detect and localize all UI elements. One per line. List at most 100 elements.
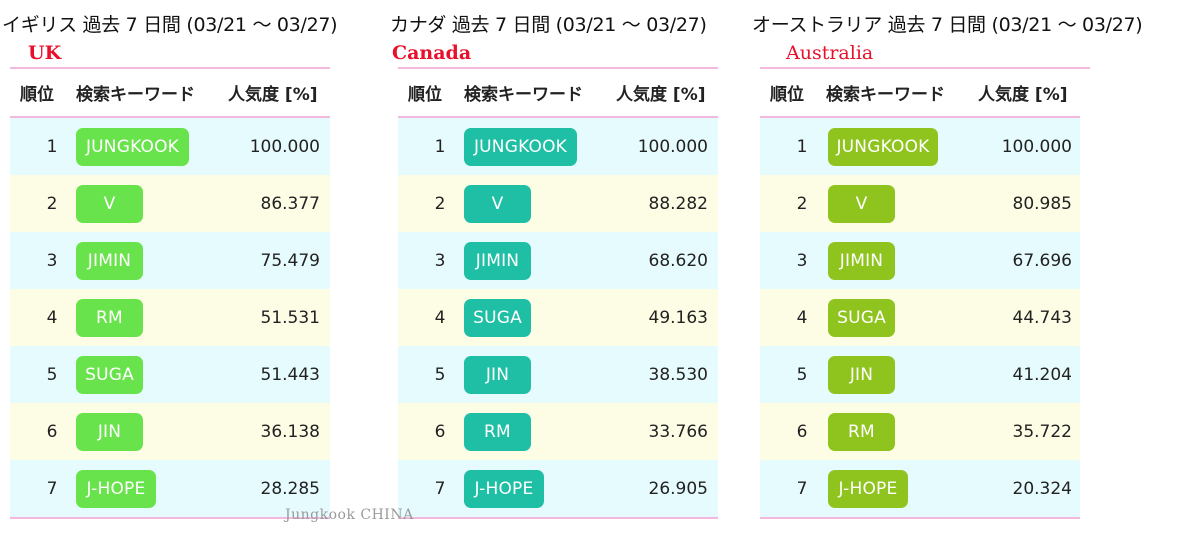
rank-cell: 5 — [434, 364, 446, 385]
popularity-cell: 44.743 — [1012, 307, 1072, 328]
table-bottom-rule — [760, 517, 1080, 519]
header-bottom-rule — [398, 116, 718, 118]
popularity-cell: 49.163 — [648, 307, 708, 328]
keyword-chip: SUGA — [464, 298, 531, 337]
panel-title: カナダ 過去 7 日間 (03/21 〜 03/27) — [390, 14, 707, 36]
ranking-table: 1 JUNGKOOK 100.000 2 V 88.282 3 JIMIN 68… — [398, 118, 718, 517]
keyword-chip: JIN — [76, 412, 143, 451]
keyword-chip: RM — [828, 412, 895, 451]
rank-cell: 6 — [46, 421, 58, 442]
popularity-cell: 75.479 — [260, 250, 320, 271]
table-row: 6 RM 35.722 — [760, 403, 1080, 460]
rank-cell: 7 — [46, 478, 58, 499]
header-popularity: 人気度 [%] — [978, 84, 1068, 105]
table-header: 順位 検索キーワード 人気度 [%] — [760, 72, 1080, 112]
table-row: 7 J-HOPE 28.285 — [10, 460, 330, 517]
header-rank: 順位 — [770, 84, 804, 105]
header-top-rule — [10, 67, 330, 69]
table-row: 2 V 80.985 — [760, 175, 1080, 232]
rank-cell: 4 — [46, 307, 58, 328]
table-header: 順位 検索キーワード 人気度 [%] — [10, 72, 330, 112]
popularity-cell: 51.531 — [260, 307, 320, 328]
ranking-table: 1 JUNGKOOK 100.000 2 V 86.377 3 JIMIN 75… — [10, 118, 330, 517]
header-keyword: 検索キーワード — [464, 84, 583, 105]
table-row: 7 J-HOPE 20.324 — [760, 460, 1080, 517]
rank-cell: 6 — [796, 421, 808, 442]
header-bottom-rule — [10, 116, 330, 118]
panel-title: オーストラリア 過去 7 日間 (03/21 〜 03/27) — [752, 14, 1143, 36]
rank-cell: 6 — [434, 421, 446, 442]
rank-cell: 3 — [46, 250, 58, 271]
popularity-cell: 100.000 — [1001, 136, 1072, 157]
header-popularity: 人気度 [%] — [228, 84, 318, 105]
table-row: 6 RM 33.766 — [398, 403, 718, 460]
table-row: 1 JUNGKOOK 100.000 — [10, 118, 330, 175]
table-row: 4 RM 51.531 — [10, 289, 330, 346]
table-bottom-rule — [398, 517, 718, 519]
keyword-chip: V — [828, 184, 895, 223]
keyword-chip: JIN — [464, 355, 531, 394]
rank-cell: 3 — [434, 250, 446, 271]
table-row: 2 V 86.377 — [10, 175, 330, 232]
popularity-cell: 80.985 — [1012, 193, 1072, 214]
keyword-chip: JIN — [828, 355, 895, 394]
table-row: 4 SUGA 44.743 — [760, 289, 1080, 346]
popularity-cell: 26.905 — [648, 478, 708, 499]
header-rank: 順位 — [20, 84, 54, 105]
header-top-rule — [398, 67, 718, 69]
keyword-chip: SUGA — [828, 298, 895, 337]
popularity-cell: 88.282 — [648, 193, 708, 214]
rank-cell: 5 — [796, 364, 808, 385]
rank-cell: 4 — [796, 307, 808, 328]
popularity-cell: 20.324 — [1012, 478, 1072, 499]
popularity-cell: 38.530 — [648, 364, 708, 385]
table-bottom-rule — [10, 517, 330, 519]
keyword-chip: V — [464, 184, 531, 223]
table-row: 3 JIMIN 75.479 — [10, 232, 330, 289]
keyword-chip: V — [76, 184, 143, 223]
rank-cell: 2 — [796, 193, 808, 214]
table-row: 2 V 88.282 — [398, 175, 718, 232]
popularity-cell: 100.000 — [249, 136, 320, 157]
rank-cell: 7 — [434, 478, 446, 499]
panel-title: イギリス 過去 7 日間 (03/21 〜 03/27) — [2, 14, 338, 36]
rank-cell: 1 — [46, 136, 58, 157]
rank-cell: 1 — [796, 136, 808, 157]
ranking-panel-uk: イギリス 過去 7 日間 (03/21 〜 03/27) UK 順位 検索キーワ… — [0, 0, 380, 533]
table-row: 4 SUGA 49.163 — [398, 289, 718, 346]
keyword-chip: J-HOPE — [76, 469, 156, 508]
table-row: 7 J-HOPE 26.905 — [398, 460, 718, 517]
popularity-cell: 35.722 — [1012, 421, 1072, 442]
popularity-cell: 68.620 — [648, 250, 708, 271]
keyword-chip: J-HOPE — [464, 469, 544, 508]
keyword-chip: JIMIN — [828, 241, 895, 280]
rank-cell: 2 — [434, 193, 446, 214]
keyword-chip: JUNGKOOK — [464, 127, 577, 166]
header-keyword: 検索キーワード — [826, 84, 945, 105]
country-label: UK — [28, 42, 62, 64]
keyword-chip: JUNGKOOK — [76, 127, 189, 166]
keyword-chip: JIMIN — [76, 241, 143, 280]
table-row: 5 JIN 41.204 — [760, 346, 1080, 403]
table-row: 5 SUGA 51.443 — [10, 346, 330, 403]
header-keyword: 検索キーワード — [76, 84, 195, 105]
header-bottom-rule — [760, 116, 1080, 118]
rank-cell: 1 — [434, 136, 446, 157]
keyword-chip: SUGA — [76, 355, 143, 394]
country-label: Australia — [786, 42, 874, 64]
rank-cell: 5 — [46, 364, 58, 385]
keyword-chip: JIMIN — [464, 241, 531, 280]
table-row: 3 JIMIN 67.696 — [760, 232, 1080, 289]
header-rank: 順位 — [408, 84, 442, 105]
ranking-panel-australia: オーストラリア 過去 7 日間 (03/21 〜 03/27) Australi… — [752, 0, 1200, 533]
rank-cell: 7 — [796, 478, 808, 499]
rank-cell: 2 — [46, 193, 58, 214]
header-popularity: 人気度 [%] — [616, 84, 706, 105]
rank-cell: 3 — [796, 250, 808, 271]
rank-cell: 4 — [434, 307, 446, 328]
popularity-cell: 86.377 — [260, 193, 320, 214]
header-top-rule — [760, 67, 1090, 69]
popularity-cell: 100.000 — [637, 136, 708, 157]
table-row: 1 JUNGKOOK 100.000 — [760, 118, 1080, 175]
popularity-cell: 28.285 — [260, 478, 320, 499]
